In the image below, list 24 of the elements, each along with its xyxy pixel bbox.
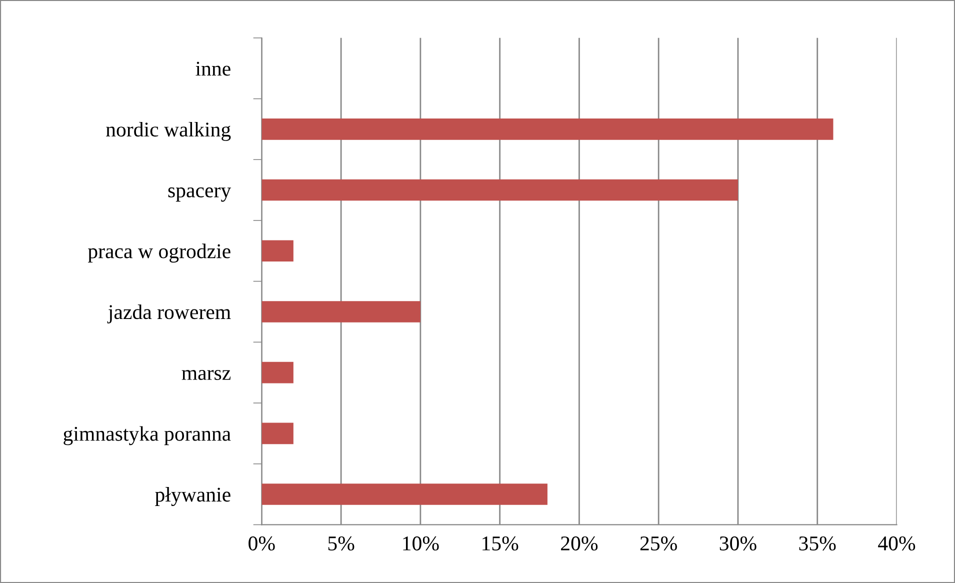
x-tick-label: 40% [878, 536, 916, 551]
y-tick-label: nordic walking [106, 122, 231, 141]
bar [262, 422, 294, 444]
bar [262, 362, 294, 384]
x-tick-label: 25% [640, 536, 677, 551]
y-tick-label: praca w ogrodzie [88, 244, 230, 263]
y-tick-label: jazda rowerem [107, 304, 231, 324]
x-tick-label: 20% [561, 536, 598, 551]
x-tick-label: 5% [328, 536, 354, 551]
bar [262, 484, 548, 505]
x-tick-label: 15% [482, 536, 518, 551]
y-tick-label: gimnastyka poranna [64, 426, 231, 446]
y-tick-label: spacery [168, 187, 232, 202]
bar [262, 179, 738, 201]
x-tick-label: 0% [248, 536, 275, 551]
bar [262, 240, 294, 262]
x-tick-label: 35% [799, 536, 836, 551]
y-tick-label: pływanie [155, 487, 230, 506]
x-tick-label: 30% [720, 536, 756, 551]
y-tick-label: marsz [182, 370, 231, 380]
bar [262, 301, 420, 322]
bar [262, 118, 834, 140]
y-tick-label: inne [196, 62, 230, 76]
x-tick-label: 10% [403, 536, 439, 551]
